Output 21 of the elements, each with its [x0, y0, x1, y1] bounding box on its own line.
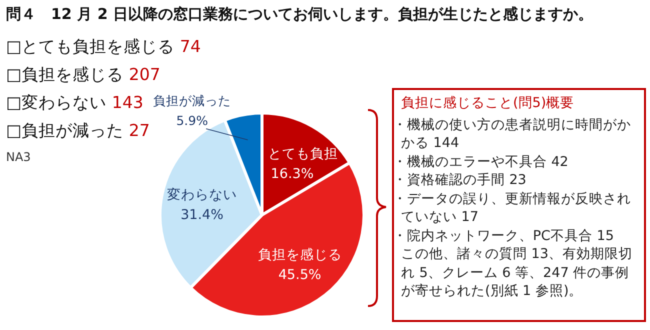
data-label: 45.5% — [278, 267, 322, 284]
slice-label: 変わらない — [167, 186, 238, 203]
text: ・院内ネットワーク、PC不具合 15 — [392, 226, 615, 245]
data-label: 5.9% — [176, 112, 208, 128]
slice-label: とても負担 — [268, 146, 338, 162]
text: □負担を感じる 207 — [6, 65, 160, 84]
slice-label: 負担が減った — [153, 92, 232, 108]
data-label: 16.3% — [270, 166, 314, 182]
text: ・機械の使い方の患者説明に時間がかかる 144 — [392, 116, 632, 152]
text: ・機械のエラーや不具合 42 — [392, 152, 570, 171]
text: □とても負担を感じる 74 — [6, 37, 201, 56]
text: この他、諸々の質問 13、有効期限切れ 5、クレーム 6 等、247 件の事例が寄せられた(別紙 1 参照)。 — [401, 245, 634, 300]
slice-label: 負担を感じる — [258, 247, 342, 264]
chart-title: 問４ 12 月 2 日以降の窓口業務についてお伺いします。負担が生じたと感じますか。 — [6, 5, 593, 24]
data-label: 31.4% — [180, 206, 224, 223]
text: 負担に感じること(問5)概要 — [401, 94, 576, 112]
text: NA3 — [6, 150, 31, 164]
text: ・資格確認の手間 23 — [392, 171, 528, 190]
text: □負担が減った 27 — [6, 121, 150, 140]
text: □変わらない 143 — [6, 93, 144, 112]
text: ・データの誤り、更新情報が反映されていない 17 — [392, 190, 632, 226]
